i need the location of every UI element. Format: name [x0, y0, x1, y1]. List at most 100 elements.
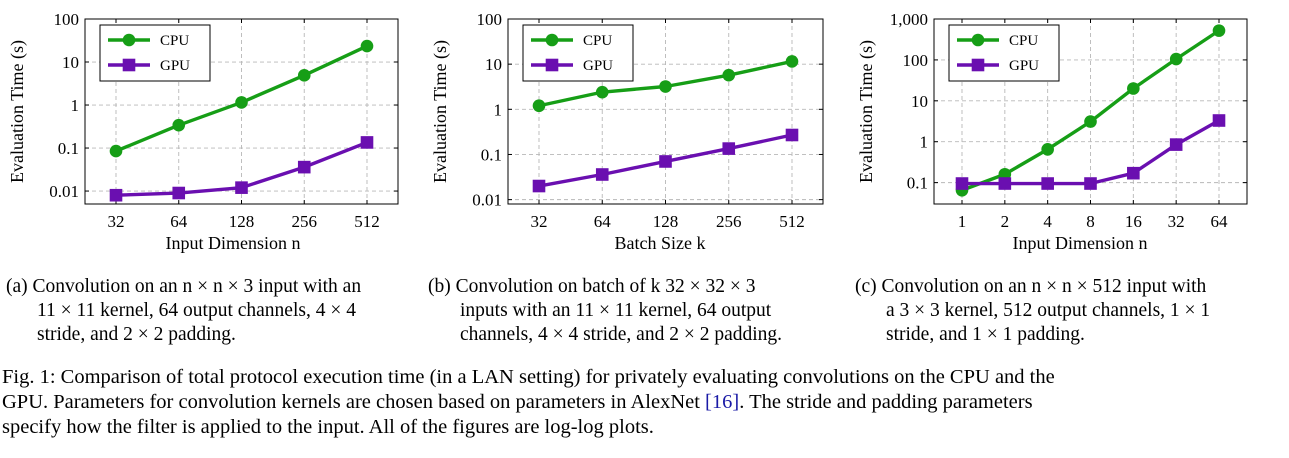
cpu-data-point: [532, 99, 546, 113]
legend: CPU GPU: [948, 24, 1060, 82]
legend-marker-square: [122, 58, 136, 72]
subcaption-b-line-3: channels, 4 × 4 stride, and 2 × 2 paddin…: [460, 324, 783, 345]
x-tick-label: 2: [1001, 212, 1010, 231]
y-tick-label: 1: [920, 133, 929, 152]
y-tick-label: 100: [903, 51, 929, 70]
legend-label: GPU: [160, 58, 190, 74]
legend-label: GPU: [1009, 58, 1039, 74]
legend: CPU GPU: [99, 24, 211, 82]
y-axis-label: Evaluation Time (s): [7, 40, 28, 183]
subcaption-b-line-2: inputs with an 11 × 11 kernel, 64 output: [460, 300, 772, 321]
gpu-data-point: [532, 179, 546, 193]
y-tick-label: 0.1: [907, 174, 928, 193]
citation-link[interactable]: [16]: [705, 391, 740, 413]
gpu-data-point: [1041, 177, 1054, 190]
gpu-data-point: [360, 136, 374, 149]
y-tick-label: 0.1: [481, 145, 502, 164]
subcaption-a: (a) Convolution on an n × n × 3 input wi…: [6, 275, 361, 347]
y-tick-label: 10: [485, 55, 502, 74]
cpu-data-point: [595, 85, 609, 99]
cpu-data-point: [1084, 115, 1097, 128]
y-axis-label: Evaluation Time (s): [430, 40, 451, 183]
gpu-data-point: [1169, 138, 1183, 151]
subcaption-c-line-2: a 3 × 3 kernel, 512 output channels, 1 ×…: [886, 300, 1211, 321]
cpu-data-point: [1127, 82, 1140, 95]
y-axis-label: Evaluation Time (s): [856, 40, 877, 183]
cpu-data-point: [1169, 52, 1183, 66]
x-tick-label: 64: [1211, 212, 1229, 231]
x-axis-label: Input Dimension n: [166, 233, 301, 253]
x-tick-label: 512: [779, 212, 805, 231]
cpu-data-point: [785, 55, 799, 68]
x-axis-label: Input Dimension n: [1013, 233, 1148, 253]
x-tick-label: 32: [108, 212, 125, 231]
legend-box: [99, 24, 211, 82]
subcaption-a-line-2: 11 × 11 kernel, 64 output channels, 4 × …: [37, 300, 356, 321]
legend-marker-circle: [545, 33, 559, 47]
subcaption-a-line-1: (a) Convolution on an n × n × 3 input wi…: [6, 276, 362, 297]
legend-label: CPU: [1009, 33, 1038, 49]
cpu-data-point: [172, 118, 186, 132]
legend-label: CPU: [583, 33, 612, 49]
x-tick-label: 8: [1086, 212, 1095, 231]
cpu-data-point: [722, 68, 736, 82]
legend-label: CPU: [160, 33, 189, 49]
x-tick-label: 32: [1168, 212, 1185, 231]
legend-label: GPU: [583, 58, 613, 74]
y-tick-label: 10: [62, 53, 79, 72]
legend: CPU GPU: [522, 24, 634, 82]
gpu-data-point: [785, 128, 799, 142]
y-tick-label: 0.01: [472, 191, 502, 210]
x-tick-label: 128: [229, 212, 255, 231]
subcaption-c-line-1: (c) Convolution on an n × n × 512 input …: [855, 276, 1207, 297]
x-tick-label: 64: [170, 212, 188, 231]
y-tick-label: 100: [54, 10, 80, 29]
chart-2: 32 64 128 256 512 0.01 0.1 1 10 100 Batch Size k Ev…: [430, 10, 824, 253]
y-tick-label: 0.1: [58, 139, 79, 158]
y-tick-label: 1,000: [890, 10, 928, 29]
gpu-data-point: [659, 155, 672, 168]
legend-box: [522, 24, 634, 82]
gpu-data-point: [235, 181, 248, 194]
gpu-data-point: [722, 142, 736, 155]
subcaption-a-line-3: stride, and 2 × 2 padding.: [37, 324, 236, 345]
gpu-data-point: [172, 186, 186, 200]
legend-marker-square: [545, 58, 559, 72]
y-tick-label: 10: [911, 92, 928, 111]
cpu-data-point: [109, 144, 123, 158]
gpu-data-point: [955, 177, 969, 190]
y-tick-label: 1: [71, 96, 80, 115]
figure-caption-line-2: GPU. Parameters for convolution kernels …: [2, 390, 1284, 415]
subcaption-b-line-1: (b) Convolution on batch of k 32 × 32 × …: [428, 276, 756, 297]
x-tick-label: 128: [653, 212, 679, 231]
y-tick-label: 1: [494, 100, 503, 119]
x-axis-label: Batch Size k: [615, 233, 706, 253]
figure-caption: Fig. 1: Comparison of total protocol exe…: [2, 365, 1284, 440]
cpu-data-point: [659, 80, 672, 93]
y-tick-label: 100: [477, 10, 503, 29]
x-tick-label: 512: [354, 212, 380, 231]
figure-caption-line-2-tail: . The stride and padding parameters: [739, 391, 1033, 413]
legend-marker-circle: [122, 33, 136, 47]
x-tick-label: 32: [531, 212, 548, 231]
x-tick-label: 16: [1125, 212, 1142, 231]
gpu-data-point: [109, 188, 123, 202]
cpu-data-point: [1041, 143, 1054, 156]
gpu-data-point: [595, 168, 609, 181]
chart-1: 32 64 128 256 512 0.01 0.1 1 10 100 Input Dimensio…: [7, 10, 399, 253]
x-tick-label: 1: [958, 212, 967, 231]
cpu-data-point: [1212, 24, 1226, 37]
cpu-data-point: [360, 39, 374, 53]
legend-box: [948, 24, 1060, 82]
y-tick-label: 0.01: [49, 182, 79, 201]
x-tick-label: 64: [594, 212, 612, 231]
cpu-data-point: [297, 69, 311, 82]
chart-3: 1 2 4 8 16 32 64 0.1 1 10 100 1,000 Input Dimension …: [856, 10, 1248, 253]
x-tick-label: 256: [716, 212, 742, 231]
gpu-data-point: [1084, 177, 1097, 190]
figure-caption-line-1: Fig. 1: Comparison of total protocol exe…: [2, 366, 1055, 388]
gpu-data-point: [297, 160, 311, 174]
x-tick-label: 256: [292, 212, 318, 231]
gpu-data-point: [998, 177, 1012, 190]
